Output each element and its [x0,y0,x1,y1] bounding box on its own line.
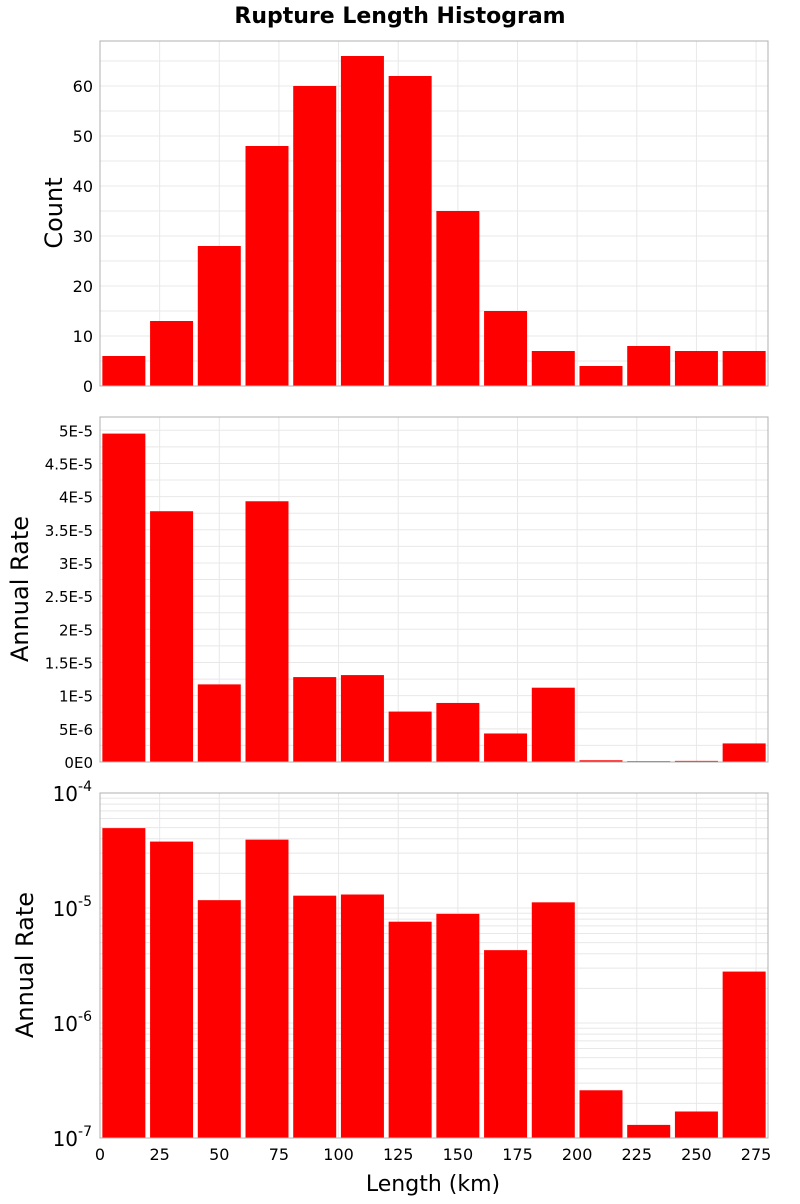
y-tick-label: 10-4 [53,779,93,806]
histogram-bar [436,211,480,386]
histogram-bar [674,1111,718,1138]
histogram-bar [484,311,528,386]
y-tick-label: 60 [73,77,93,96]
y-tick-label: 0 [83,377,93,396]
x-tick-label: 50 [209,1145,229,1164]
y-tick-label: 2.5E-5 [45,588,93,606]
histogram-bar [388,921,432,1138]
x-tick-label: 25 [149,1145,169,1164]
histogram-bar [340,894,384,1138]
histogram-bar [340,675,384,762]
y-axis-label: Annual Rate [6,516,34,662]
histogram-bar [245,146,289,386]
chart-panel-2: 0E0 5E-6 1E-5 1.5E-5 2E-5 2.5E-5 3E-5 3.5E-5 4E-… [6,416,769,772]
x-tick-label: 175 [502,1145,533,1164]
y-tick-label: 3E-5 [59,555,93,573]
histogram-bar [531,351,575,386]
plot-frame [99,792,769,1139]
y-tick-label: 3.5E-5 [45,522,93,540]
x-tick-label: 0 [95,1145,105,1164]
y-tick-label: 0E0 [64,754,93,772]
histogram-bar [722,351,766,386]
x-tick-label: 75 [269,1145,289,1164]
y-tick-label: 10-6 [53,1009,93,1036]
histogram-bar [388,76,432,386]
y-tick-label: 30 [73,227,93,246]
histogram-bar [293,86,337,386]
histogram-bar [484,733,528,762]
histogram-bar [627,1124,671,1138]
histogram-bar [579,366,623,386]
x-tick-label: 200 [562,1145,593,1164]
histogram-bar [102,828,146,1138]
histogram-bar [531,902,575,1138]
y-tick-label: 5E-5 [59,422,93,440]
plot-frame [99,40,769,387]
histogram-bar [150,841,194,1138]
y-axis-label: Count [40,177,68,248]
x-tick-label: 250 [681,1145,712,1164]
histogram-bar [197,900,241,1138]
x-tick-label: 275 [741,1145,772,1164]
histogram-bar [340,56,384,386]
histogram-bar [293,895,337,1138]
histogram-bar [293,677,337,762]
histogram-bar [102,433,146,762]
histogram-bar [531,687,575,762]
histogram-bar [245,839,289,1138]
y-tick-label: 50 [73,127,93,146]
histogram-bar [579,1090,623,1138]
y-tick-label: 2E-5 [59,621,93,639]
histogram-bar [150,321,194,386]
histogram-bar [245,501,289,762]
y-tick-label: 4.5E-5 [45,455,93,473]
histogram-bar [436,913,480,1138]
y-tick-label: 10 [73,327,93,346]
y-tick-label: 4E-5 [59,489,93,507]
histogram-bar [150,511,194,762]
x-tick-label: 125 [383,1145,414,1164]
histogram-bar [674,760,718,762]
y-tick-label: 20 [73,277,93,296]
chart-panel-3: 10-7 10-6 10-5 10-4 Annual Rate 0 25 50 75 100 125… [11,779,771,1164]
chart-panel-1: 0 10 20 30 40 50 60 Count [40,40,769,396]
x-axis-label: Length (km) [366,1172,500,1197]
y-tick-label: 5E-6 [59,721,93,739]
y-tick-label: 1.5E-5 [45,654,93,672]
histogram-bar [102,356,146,386]
x-tick-label: 225 [622,1145,653,1164]
x-tick-label: 100 [323,1145,354,1164]
y-axis-label: Annual Rate [11,892,39,1038]
histogram-bar [579,760,623,762]
figure-title: Rupture Length Histogram [234,4,565,29]
histogram-bar [674,351,718,386]
histogram-bar [197,684,241,762]
histogram-bar [484,950,528,1138]
histogram-bar [722,743,766,762]
plot-frame [99,416,769,763]
y-tick-label: 40 [73,177,93,196]
histogram-bar [722,971,766,1138]
histogram-bar [197,246,241,386]
histogram-bar [627,346,671,386]
histogram-bar [388,711,432,762]
y-tick-label: 10-5 [53,894,92,921]
histogram-bar [436,702,480,762]
y-tick-label: 10-7 [53,1124,92,1151]
x-tick-label: 150 [443,1145,474,1164]
y-tick-label: 1E-5 [59,688,93,706]
